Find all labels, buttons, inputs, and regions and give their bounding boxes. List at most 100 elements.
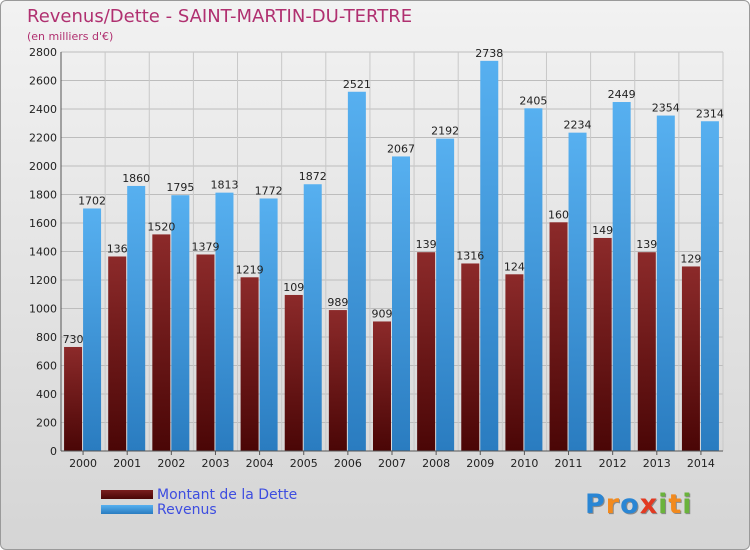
x-tick-label-2008: 2008 [422,457,450,470]
bar-revenue-2003 [215,192,234,451]
data-label-revenue-2005: 1872 [299,170,327,183]
x-tick-label-2006: 2006 [334,457,362,470]
data-label-debt-2007: 909 [372,307,393,320]
x-tick-label-2013: 2013 [643,457,671,470]
y-tick-label: 1200 [29,274,57,287]
logo-letter: i [682,489,693,520]
data-label-revenue-2014: 2314 [696,107,724,120]
y-tick-label: 1400 [29,246,57,259]
x-tick-label-2005: 2005 [290,457,318,470]
data-label-debt-2011: 160 [548,208,569,221]
bar-debt-2010 [505,274,524,451]
x-tick-label-2010: 2010 [510,457,538,470]
bar-revenue-2013 [656,115,675,452]
y-tick-label: 2200 [29,132,57,145]
bar-revenue-2009 [480,60,499,452]
data-label-revenue-2000: 1702 [78,194,106,207]
legend-item-debt: Montant de la Dette [101,486,298,503]
bar-revenue-2000 [83,208,102,451]
data-label-debt-2008: 139 [416,238,437,251]
bar-debt-2004 [240,277,259,451]
bar-debt-2000 [64,346,83,451]
bar-revenue-2008 [436,138,455,451]
bar-debt-2005 [284,294,303,451]
data-label-debt-2010: 124 [504,260,525,273]
bar-revenue-2012 [612,102,631,451]
data-label-revenue-2006: 2521 [343,78,371,91]
data-label-debt-2002: 1520 [147,220,175,233]
y-tick-label: 400 [36,388,57,401]
y-tick-label: 0 [50,445,57,458]
data-label-debt-2004: 1219 [236,263,264,276]
data-label-revenue-2008: 2192 [431,125,459,138]
y-tick-label: 600 [36,360,57,373]
x-tick-label-2014: 2014 [687,457,715,470]
bar-debt-2006 [328,310,347,451]
proxiti-logo: Proxiti [585,489,693,520]
x-tick-label-2009: 2009 [466,457,494,470]
chart-title: Revenus/Dette - SAINT-MARTIN-DU-TERTRE [27,6,413,27]
logo-letter: x [639,489,659,520]
legend-swatch-revenue [101,505,153,514]
legend-swatch-debt [101,490,153,499]
data-label-debt-2001: 136 [107,242,128,255]
bar-revenue-2002 [171,195,190,451]
bar-revenue-2004 [259,198,278,451]
bar-revenue-2001 [127,185,146,451]
x-tick-label-2012: 2012 [599,457,627,470]
data-label-revenue-2001: 1860 [122,172,150,185]
logo-letter: t [668,489,683,520]
chart-legend: Montant de la Dette Revenus [101,486,298,518]
y-tick-label: 2000 [29,160,57,173]
logo-letter: o [620,489,640,520]
data-label-revenue-2011: 2234 [564,119,592,132]
legend-item-revenue: Revenus [101,501,297,518]
bar-debt-2013 [637,252,656,451]
data-label-revenue-2013: 2354 [652,102,680,115]
data-label-debt-2012: 149 [592,224,613,237]
bar-debt-2009 [461,263,480,451]
bar-debt-2002 [152,234,171,451]
y-tick-label: 1600 [29,217,57,230]
logo-letter: P [585,489,606,520]
data-label-revenue-2010: 2405 [519,94,547,107]
data-label-revenue-2012: 2449 [608,88,636,101]
legend-label-debt: Montant de la Dette [157,486,298,503]
logo-letter: i [658,489,669,520]
x-tick-label-2001: 2001 [113,457,141,470]
bar-debt-2014 [681,266,700,451]
x-tick-label-2004: 2004 [246,457,274,470]
data-label-revenue-2004: 1772 [255,184,283,197]
logo-letter: r [605,489,621,520]
data-label-debt-2009: 1316 [456,249,484,262]
data-label-debt-2000: 730 [63,333,84,346]
y-tick-label: 2800 [29,46,57,59]
x-tick-label-2011: 2011 [555,457,583,470]
bar-debt-2012 [593,237,612,451]
y-tick-label: 1800 [29,189,57,202]
bar-revenue-2010 [524,108,543,451]
bar-debt-2001 [108,256,127,451]
data-label-debt-2003: 1379 [191,240,219,253]
x-tick-label-2007: 2007 [378,457,406,470]
data-label-revenue-2002: 1795 [166,181,194,194]
data-label-debt-2013: 139 [636,238,657,251]
y-tick-label: 200 [36,417,57,430]
bar-debt-2011 [549,222,568,451]
y-tick-label: 800 [36,331,57,344]
bar-revenue-2007 [392,156,410,451]
y-tick-label: 1000 [29,303,57,316]
x-tick-label-2003: 2003 [201,457,229,470]
data-label-debt-2005: 109 [283,281,304,294]
x-tick-label-2002: 2002 [157,457,185,470]
bar-debt-2008 [417,252,436,451]
bar-revenue-2014 [700,121,719,451]
chart-subtitle: (en milliers d'€) [27,30,114,43]
bar-revenue-2005 [303,184,322,452]
data-label-debt-2014: 129 [680,252,701,265]
legend-label-revenue: Revenus [157,501,217,518]
y-tick-label: 2600 [29,75,57,88]
bar-debt-2007 [373,321,391,451]
